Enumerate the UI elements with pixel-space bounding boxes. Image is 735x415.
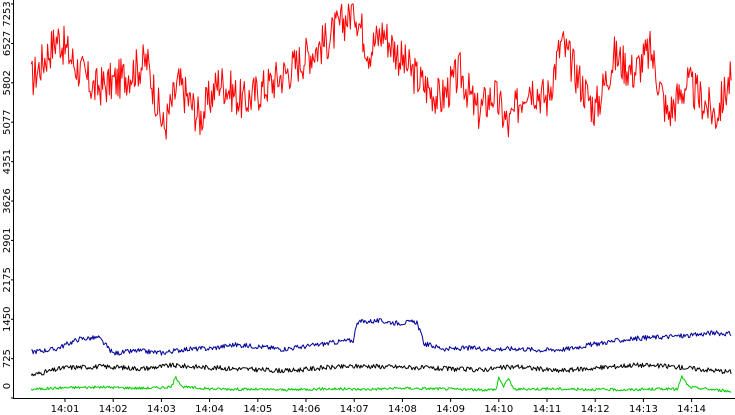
x-tick-label: 14:09 bbox=[436, 404, 465, 415]
x-tick-label: 14:11 bbox=[533, 404, 562, 415]
x-tick-label: 14:06 bbox=[292, 404, 321, 415]
y-tick-label: 5802 bbox=[2, 70, 13, 95]
series-layer bbox=[30, 3, 732, 393]
x-tick-label: 14:07 bbox=[340, 404, 369, 415]
y-tick-label: 2901 bbox=[2, 228, 13, 253]
series-line-0 bbox=[30, 3, 732, 140]
x-tick-label: 14:05 bbox=[243, 404, 272, 415]
y-tick-label: 6527 bbox=[2, 31, 13, 56]
x-tick-label: 14:12 bbox=[581, 404, 610, 415]
x-tick-label: 14:14 bbox=[677, 404, 706, 415]
y-tick-label: 2175 bbox=[2, 267, 13, 292]
series-line-1 bbox=[31, 318, 732, 356]
x-tick-label: 14:10 bbox=[484, 404, 513, 415]
series-line-2 bbox=[30, 362, 732, 377]
y-tick-label: 0 bbox=[2, 383, 13, 389]
series-line-3 bbox=[30, 375, 732, 393]
x-axis: 14:01 14:02 14:03 14:04 14:05 14:06 14:07 14:08… bbox=[51, 398, 706, 415]
x-tick-label: 14:02 bbox=[99, 404, 128, 415]
x-tick-label: 14:13 bbox=[629, 404, 658, 415]
y-tick-label: 725 bbox=[2, 349, 13, 368]
x-tick-label: 14:08 bbox=[388, 404, 417, 415]
y-tick-label: 3626 bbox=[2, 188, 13, 213]
y-tick-label: 7253 bbox=[2, 1, 13, 26]
x-tick-label: 14:03 bbox=[147, 404, 176, 415]
y-tick-label: 4351 bbox=[2, 149, 13, 174]
y-tick-label: 1450 bbox=[2, 307, 13, 332]
x-tick-label: 14:01 bbox=[51, 404, 80, 415]
y-tick-label: 5077 bbox=[2, 109, 13, 134]
y-axis: 0 725 1450 2175 2901 3626 4351 5077 5802 6527 7253 bbox=[2, 1, 14, 399]
x-tick-label: 14:04 bbox=[195, 404, 224, 415]
